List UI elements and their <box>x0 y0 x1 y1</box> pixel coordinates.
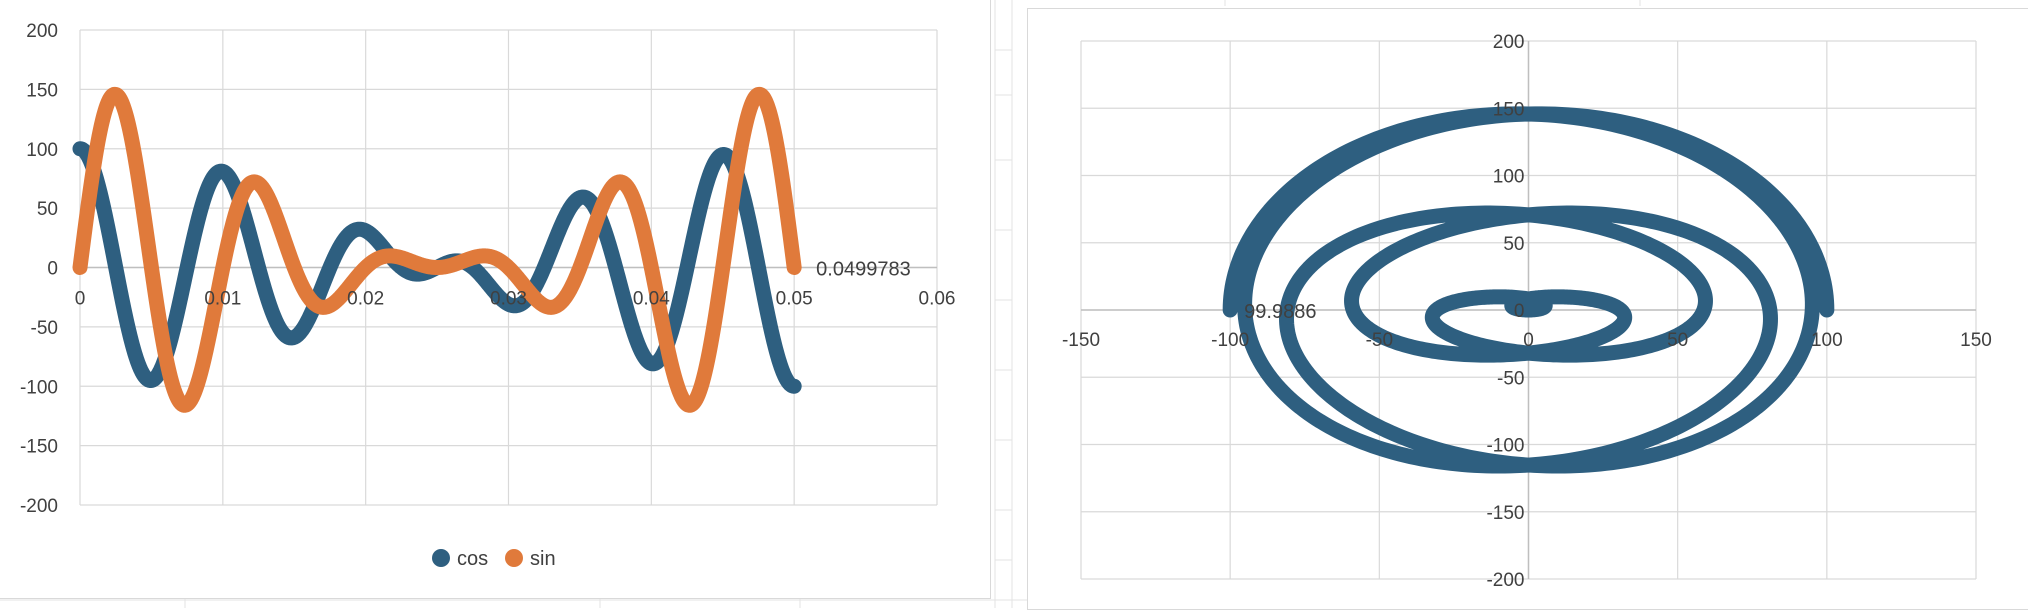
x-tick-label: -50 <box>1366 330 1393 351</box>
x-tick-label: 0.01 <box>204 289 241 310</box>
legend-label-cos: cos <box>457 548 488 570</box>
y-tick-label: 200 <box>1493 32 1525 53</box>
y-tick-label: -200 <box>1486 570 1524 591</box>
y-tick-label: 100 <box>1493 167 1525 188</box>
series-sin <box>72 86 802 413</box>
x-tick-label: 0.02 <box>347 289 384 310</box>
y-tick-label: -50 <box>1497 368 1524 389</box>
x-tick-label: -100 <box>1211 330 1249 351</box>
y-tick-label: 150 <box>26 80 58 101</box>
x-tick-label: 0.04 <box>633 289 670 310</box>
x-tick-label: 100 <box>1811 330 1843 351</box>
y-tick-label: -150 <box>20 437 58 458</box>
x-tick-label: 0.05 <box>776 289 813 310</box>
y-tick-label: 150 <box>1493 99 1525 120</box>
x-tick-label: 150 <box>1960 330 1992 351</box>
y-tick-label: 50 <box>37 199 58 220</box>
y-tick-label: 0 <box>47 259 58 280</box>
data-label: 0.0499783 <box>816 259 911 281</box>
x-tick-label: 0 <box>75 289 86 310</box>
y-tick-label: -50 <box>31 318 58 339</box>
line-chart: 200 150 100 50 0 -50 -100 -150 -200 0 0.01 0.02 0.03… <box>20 21 956 570</box>
x-tick-label: 0 <box>1523 330 1534 351</box>
legend-marker-cos <box>432 549 450 567</box>
legend-label-sin: sin <box>530 548 556 570</box>
y-tick-label: 200 <box>26 21 58 42</box>
x-tick-label: 0.03 <box>490 289 527 310</box>
legend-marker-sin <box>505 549 523 567</box>
y-tick-label: 0 <box>1514 301 1525 322</box>
x-tick-label: -150 <box>1062 330 1100 351</box>
y-tick-label: -100 <box>1486 436 1524 457</box>
y-tick-label: -200 <box>20 496 58 517</box>
scatter-chart-panel[interactable]: -150 -100 -50 0 50 100 150 200 150 100 50 0 -50 -100 -… <box>1027 8 2028 610</box>
x-tick-label: 0.06 <box>919 289 956 310</box>
y-tick-label: 50 <box>1503 234 1524 255</box>
x-tick-label: 50 <box>1667 330 1688 351</box>
scatter-chart: -150 -100 -50 0 50 100 150 200 150 100 50 0 -50 -100 -… <box>1062 32 1992 591</box>
series-curve <box>1222 106 1835 474</box>
y-tick-label: 100 <box>26 140 58 161</box>
line-chart-panel[interactable]: 200 150 100 50 0 -50 -100 -150 -200 0 0.01 0.02 0.03… <box>0 0 991 599</box>
y-tick-label: -100 <box>20 377 58 398</box>
data-label: 99.9886 <box>1244 301 1316 323</box>
y-tick-label: -150 <box>1486 503 1524 524</box>
